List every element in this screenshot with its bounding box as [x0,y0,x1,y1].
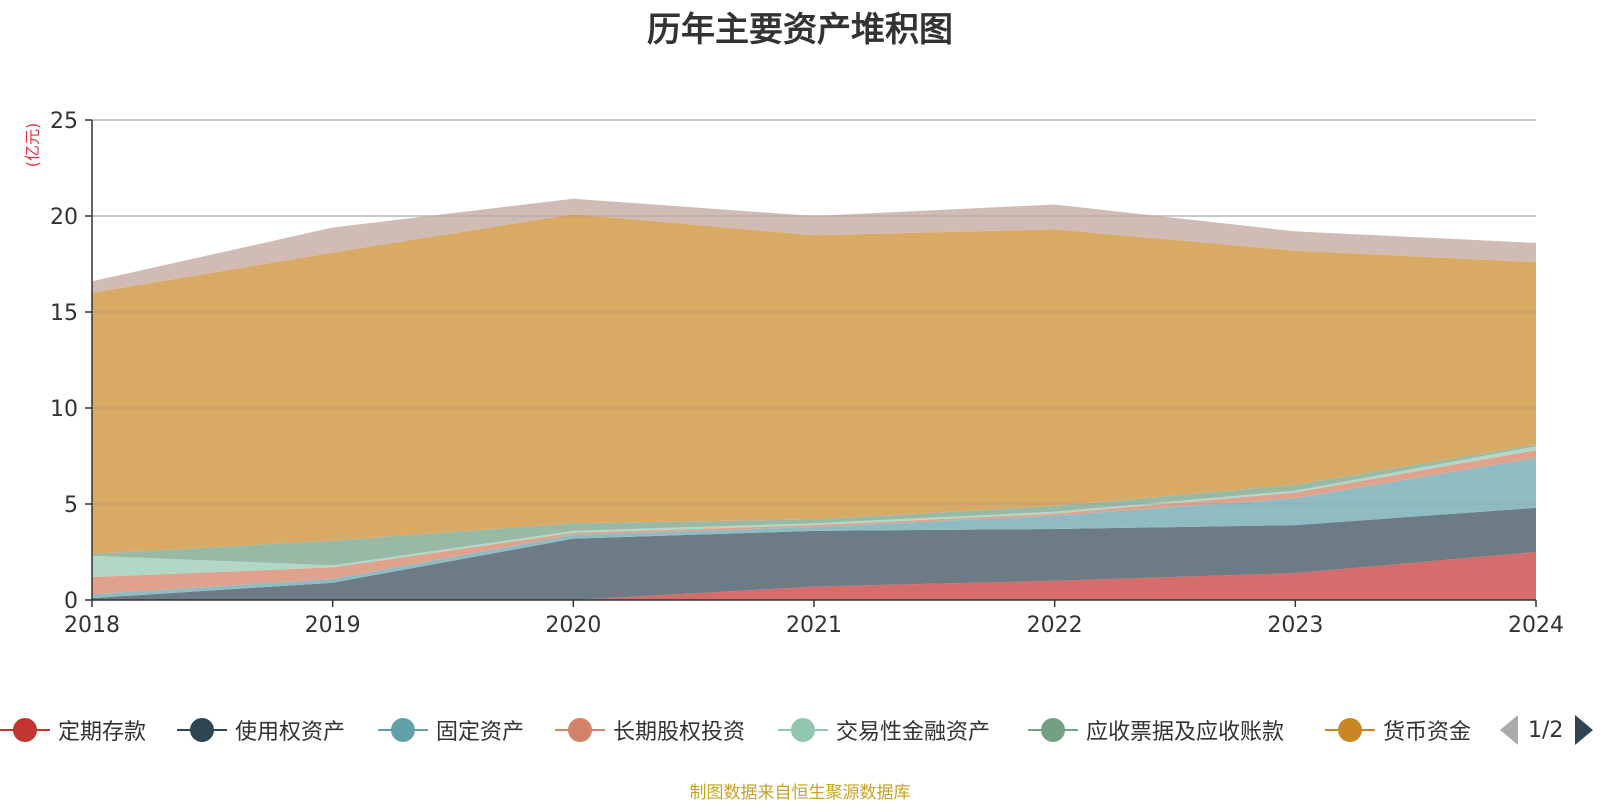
legend-marker-icon [778,718,828,742]
y-tick-label: 20 [50,205,78,230]
chart-title: 历年主要资产堆积图 [647,10,953,50]
y-tick-label: 15 [50,301,78,326]
axis-layer: 0 5 10 15 20 25 2018 2019 2020 2021 2022 2023 2024 [50,109,1564,638]
legend-marker-icon [0,718,50,742]
area-layer [92,119,1536,600]
legend-label: 长期股权投资 [613,720,746,745]
x-tick-label: 2021 [786,613,842,638]
legend-item-4[interactable]: 交易性金融资产 [778,710,990,750]
area-series-2[interactable] [92,457,1536,599]
legend-label: 使用权资产 [235,720,346,745]
legend-marker-icon [378,718,428,742]
legend-label: 定期存款 [58,720,147,745]
legend-label: 交易性金融资产 [836,720,991,745]
legend-label: 固定资产 [436,720,525,745]
area-series-3[interactable] [92,450,1536,595]
area-series-0[interactable] [92,552,1536,600]
area-series-6[interactable] [92,214,1536,554]
legend-item-0[interactable]: 定期存款 [0,710,146,750]
legend-label: 应收票据及应收账款 [1086,720,1285,745]
legend-pager: 1/2 [1500,710,1594,750]
legend-marker-icon [1325,718,1375,742]
x-tick-label: 2019 [305,613,361,638]
area-series-4[interactable] [92,446,1536,577]
area-series-5[interactable] [92,444,1536,566]
area-series-1[interactable] [92,507,1536,600]
x-tick-label: 2020 [545,613,601,638]
pager-indicator: 1/2 [1528,717,1564,743]
legend-item-2[interactable]: 固定资产 [378,710,524,750]
legend-item-3[interactable]: 长期股权投资 [555,710,745,750]
legend-label: 货币资金 [1383,720,1472,745]
legend-item-6[interactable]: 货币资金 [1325,710,1471,750]
area-series-7[interactable] [92,198,1536,293]
y-tick-label: 25 [50,109,78,134]
y-tick-label: 0 [64,589,78,614]
x-tick-label: 2024 [1508,613,1564,638]
legend-item-1[interactable]: 使用权资产 [177,710,345,750]
legend-marker-icon [1028,718,1078,742]
pager-prev-icon[interactable] [1500,715,1518,745]
legend-marker-icon [177,718,227,742]
pager-next-icon[interactable] [1575,715,1594,745]
source-note: 制图数据来自恒生聚源数据库 [689,783,911,803]
x-tick-label: 2018 [64,613,120,638]
y-tick-label: 5 [64,493,78,518]
y-tick-label: 10 [50,397,78,422]
x-tick-label: 2023 [1267,613,1323,638]
x-tick-label: 2022 [1027,613,1083,638]
y-axis-unit-label: (亿元) [23,123,42,168]
legend: 定期存款 使用权资产 固定资产 长期股权投资 交易性金融资产 应收票据及应收账款 货币资金 1… [0,710,1600,750]
legend-item-5[interactable]: 应收票据及应收账款 [1028,710,1284,750]
legend-marker-icon [555,718,605,742]
